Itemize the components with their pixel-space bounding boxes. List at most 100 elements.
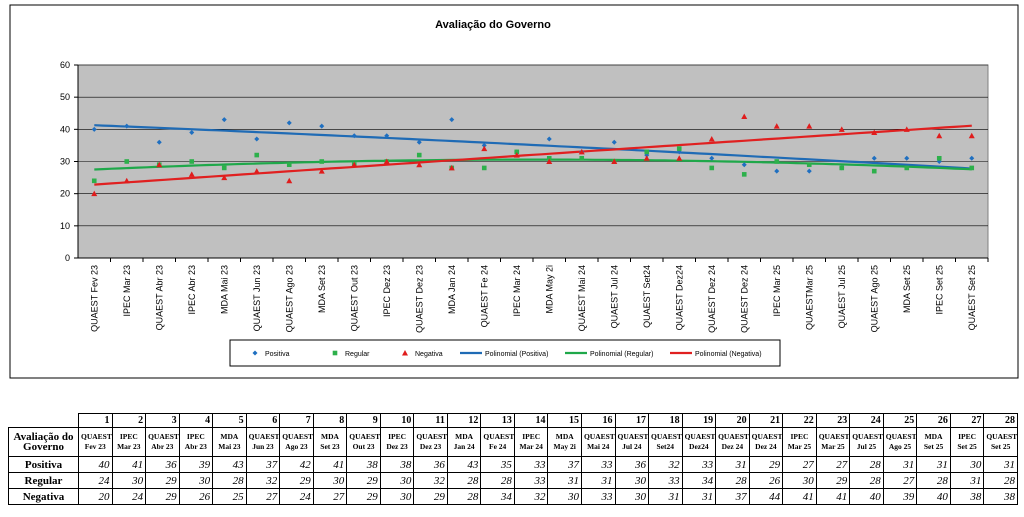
point (481, 142, 487, 148)
y-tick-label: 20 (60, 189, 70, 199)
table-cell: MDA May 2i (547, 427, 582, 457)
table-cell: 32 (648, 456, 683, 473)
x-tick-label: MDA May 2i (544, 265, 554, 314)
table-cell: 43 (446, 456, 482, 473)
point (383, 158, 390, 164)
table-cell: 41 (111, 456, 147, 473)
x-tick-label: QUAEST Dez 24 (739, 265, 749, 333)
point (449, 117, 455, 123)
point (546, 136, 552, 142)
table-cell: 34 (480, 488, 515, 505)
chart: Avaliação do Governo 0 10 20 30 40 50 60 QUAEST… (9, 4, 1019, 379)
legend-marker (402, 350, 408, 356)
table-cell: QUAEST Mai 24 (580, 427, 616, 457)
table-cell: QUAEST Ago 25 (882, 427, 918, 457)
table-cell: 28 (446, 488, 482, 505)
table-cell: QUAEST Jun 23 (245, 427, 281, 457)
table-cell: 19 (681, 413, 717, 428)
point (221, 165, 227, 171)
point (773, 123, 780, 129)
table-cell: IPEC Abr 23 (178, 427, 214, 457)
table-cell: QUAEST Set 25 (983, 427, 1018, 457)
table-cell: QUAEST Jul 25 (849, 427, 884, 457)
table-cell: Avaliação do Governo (8, 427, 79, 457)
x-tick-label: IPEC Abr 23 (187, 265, 197, 315)
legend-label: Polinomial (Negativa) (695, 351, 762, 358)
legend-label: Polinomial (Regular) (590, 351, 653, 358)
point (676, 146, 682, 151)
table-cell: 37 (245, 456, 281, 473)
legend-marker (252, 350, 258, 356)
x-tick-label: QUAEST Set 25 (967, 265, 977, 330)
table-cell: QUAEST Dez 24 (748, 427, 784, 457)
table-cell: 28 (916, 472, 951, 489)
table-cell: QUAEST Set24 (648, 427, 683, 457)
table-cell: 32 (513, 488, 549, 505)
table-cell: 33 (648, 472, 683, 489)
table-cell: 37 (715, 488, 750, 505)
point (318, 168, 325, 174)
table-cell: 18 (648, 413, 683, 428)
table-cell: 25 (212, 488, 247, 505)
table-cell: 16 (580, 413, 616, 428)
point (91, 190, 98, 197)
table-cell: 28 (849, 472, 884, 489)
table-cell: 30 (111, 472, 147, 489)
table-cell: 36 (614, 456, 650, 473)
point (741, 172, 747, 177)
table-cell: 28 (480, 472, 515, 489)
x-tick-label: QUAEST Set24 (642, 265, 652, 328)
table-cell: 17 (614, 413, 650, 428)
point (286, 162, 292, 168)
table-cell: 24 (78, 472, 113, 489)
point (969, 165, 975, 171)
table-cell: 22 (782, 413, 817, 428)
y-tick-label: 10 (60, 221, 70, 231)
table-cell: 9 (346, 413, 381, 428)
point (709, 155, 715, 161)
table-cell: 30 (782, 472, 817, 489)
x-tick-label: MDA Jan 24 (447, 265, 457, 314)
table-cell: 32 (245, 472, 281, 489)
table-cell: 38 (983, 488, 1018, 505)
point (806, 123, 813, 129)
table-cell: Positiva (8, 456, 79, 473)
point (904, 165, 910, 171)
table-cell: 36 (145, 456, 180, 473)
table-cell: 30 (379, 472, 415, 489)
table-cell: 30 (614, 488, 650, 505)
point (708, 135, 715, 142)
point (156, 139, 162, 145)
table-cell: 11 (413, 413, 448, 428)
legend-label: Negativa (415, 351, 443, 358)
table-cell: 40 (916, 488, 951, 505)
x-tick-label: QUAEST Mai 24 (577, 265, 587, 331)
table-cell: 30 (379, 488, 415, 505)
table-cell: 29 (346, 472, 381, 489)
x-tick-label: QUAEST Fev 23 (89, 265, 99, 332)
table-cell: 33 (580, 488, 616, 505)
table-cell: 31 (715, 456, 750, 473)
table-cell: 40 (849, 488, 884, 505)
x-tick-label: IPEC Mar 23 (122, 265, 132, 317)
point (774, 168, 780, 174)
table-cell: 39 (178, 456, 214, 473)
table-cell: QUAEST Ago 23 (279, 427, 314, 457)
table-cell: 8 (312, 413, 348, 428)
header-row: Avaliação do Governo QUAEST Fev 23 IPEC Ma… (8, 427, 1018, 457)
table-cell: 28 (849, 456, 884, 473)
table-cell: 35 (480, 456, 515, 473)
trend-line (94, 124, 972, 170)
table-cell: 29 (145, 488, 180, 505)
table-cell: QUAEST Fe 24 (480, 427, 515, 457)
point (741, 162, 747, 168)
x-tick-label: IPEC Mar 24 (512, 265, 522, 317)
y-tick-label: 40 (60, 124, 70, 134)
table-cell: IPEC Dez 23 (379, 427, 415, 457)
y-tick-label: 60 (60, 60, 70, 70)
table-cell: 6 (245, 413, 281, 428)
point (384, 133, 390, 139)
table-cell: 4 (178, 413, 214, 428)
table-cell: 20 (78, 488, 113, 505)
